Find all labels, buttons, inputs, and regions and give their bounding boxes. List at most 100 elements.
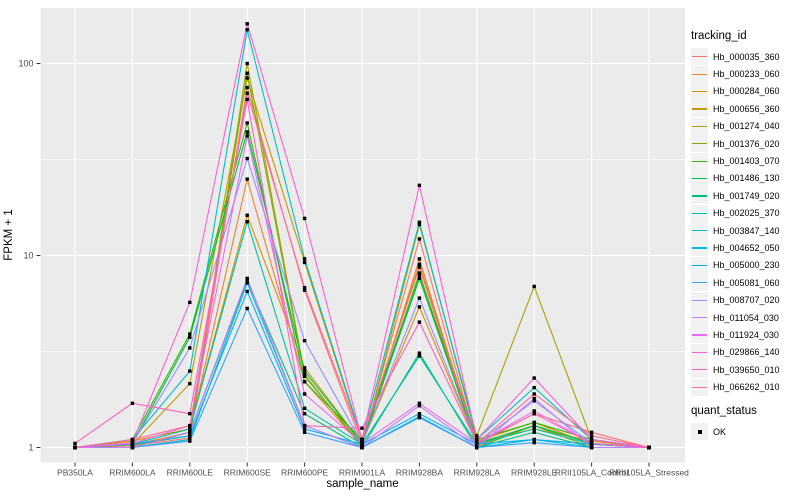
data-point (130, 445, 135, 450)
data-point (589, 437, 594, 442)
data-point (589, 430, 594, 434)
data-point (532, 376, 536, 380)
data-point (302, 374, 307, 378)
data-point (589, 441, 594, 446)
data-point (589, 434, 594, 438)
data-point (245, 27, 249, 32)
data-point (475, 445, 479, 450)
line-key-icon (691, 204, 708, 222)
x-tick-label: RRII105LA_Control (555, 468, 629, 478)
data-point (245, 156, 249, 161)
line-key-icon (691, 169, 708, 187)
data-point (245, 121, 249, 125)
data-point (188, 427, 192, 431)
data-point (532, 385, 536, 390)
legend-item-label: Hb_011924_030 (713, 329, 779, 340)
data-point (188, 439, 192, 443)
data-point (532, 423, 536, 428)
legend-item-Hb_005000_230: Hb_005000_230 (691, 256, 799, 274)
data-point (532, 409, 536, 413)
legend-item-label: Hb_066262_010 (713, 382, 780, 393)
data-point (532, 430, 536, 434)
legend-item-label: Hb_001376_020 (713, 138, 780, 149)
data-point (302, 216, 307, 221)
legend-item-label: Hb_039650_010 (713, 364, 780, 375)
legend-item-label: Hb_005000_230 (713, 260, 780, 271)
data-point (188, 411, 192, 416)
line-key-icon (691, 65, 708, 83)
x-tick-label: RRIM600LE (167, 468, 214, 478)
data-point (245, 91, 249, 95)
data-point (245, 289, 249, 294)
data-point (417, 296, 422, 300)
plot-panel (40, 8, 685, 463)
data-point (130, 437, 135, 442)
data-point (245, 219, 249, 224)
data-point (245, 281, 249, 285)
legend-item-Hb_004652_050: Hb_004652_050 (691, 239, 799, 257)
data-point (475, 434, 479, 438)
x-tick-label: RRIM928LE (511, 468, 558, 478)
legend-item-Hb_001376_020: Hb_001376_020 (691, 135, 799, 153)
data-point (245, 177, 249, 181)
legend-item-Hb_039650_010: Hb_039650_010 (691, 361, 799, 379)
y-tick-label: 100 (18, 59, 33, 69)
legend-item-label: Hb_005081_060 (713, 277, 780, 288)
data-point (302, 380, 307, 384)
legend-item-label: Hb_008707_020 (713, 295, 780, 306)
legend-item-label: Hb_000233_060 (713, 69, 780, 80)
data-point (188, 332, 192, 336)
data-point (417, 183, 422, 188)
data-point (532, 420, 536, 425)
legend-item-Hb_008707_020: Hb_008707_020 (691, 291, 799, 309)
legend-item-label: Hb_029866_140 (713, 347, 780, 358)
data-point (532, 399, 536, 403)
data-point (417, 404, 422, 408)
x-tick-label: RRIM600LA (109, 468, 156, 478)
data-point (302, 430, 307, 434)
data-point (417, 401, 422, 405)
data-point (188, 300, 192, 305)
data-point (302, 392, 307, 396)
legend-item-label: Hb_001749_020 (713, 190, 780, 201)
line-key-icon (691, 117, 708, 135)
line-key-icon (691, 343, 708, 361)
data-point (302, 372, 307, 377)
data-point (532, 440, 536, 445)
legend-item-Hb_011924_030: Hb_011924_030 (691, 326, 799, 344)
data-point (302, 257, 307, 261)
data-point (417, 320, 422, 324)
x-axis-title: sample_name (326, 478, 399, 490)
legend-item-Hb_000284_060: Hb_000284_060 (691, 82, 799, 100)
data-point (417, 354, 422, 358)
legend-item-label: Hb_003847_140 (713, 225, 780, 236)
legend-item-Hb_001403_070: Hb_001403_070 (691, 152, 799, 170)
data-point (245, 278, 249, 283)
data-point (302, 423, 307, 428)
data-point (188, 430, 192, 434)
data-point (417, 415, 422, 420)
line-key-icon (691, 361, 708, 379)
data-point (188, 346, 192, 350)
line-key-icon (691, 152, 708, 170)
line-key-icon (691, 378, 708, 396)
legend-item-Hb_005081_060: Hb_005081_060 (691, 274, 799, 292)
legend-item-label: Hb_011054_030 (713, 312, 779, 323)
data-point (417, 257, 422, 261)
line-key-icon (691, 239, 708, 257)
legend-item-Hb_000656_360: Hb_000656_360 (691, 100, 799, 118)
x-tick-label: RRIM901LA (339, 468, 386, 478)
data-point (532, 284, 536, 289)
data-points (73, 22, 651, 450)
data-point (302, 285, 307, 290)
line-key-icon (691, 309, 708, 327)
data-point (130, 401, 135, 405)
data-point (245, 306, 249, 311)
data-point (188, 381, 192, 386)
x-tick-label: PB350LA (57, 468, 93, 478)
data-point (532, 392, 536, 396)
y-tick-label: 10 (23, 251, 33, 261)
data-point (188, 434, 192, 438)
